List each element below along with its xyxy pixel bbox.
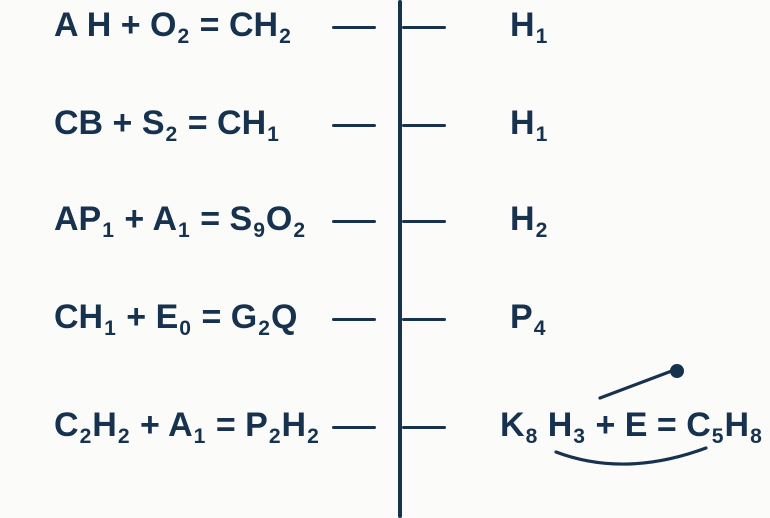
annotation-arc: [0, 0, 770, 518]
chemistry-equations-diagram: A H + O2 = CH2H1CB + S2 = CH1H1AP1 + A1 …: [0, 0, 770, 518]
